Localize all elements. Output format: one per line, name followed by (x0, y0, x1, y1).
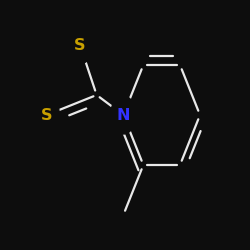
Text: N: N (116, 108, 130, 122)
Text: S: S (74, 38, 86, 52)
Circle shape (67, 26, 93, 64)
Circle shape (34, 96, 59, 134)
Circle shape (111, 96, 136, 134)
Text: S: S (41, 108, 52, 122)
